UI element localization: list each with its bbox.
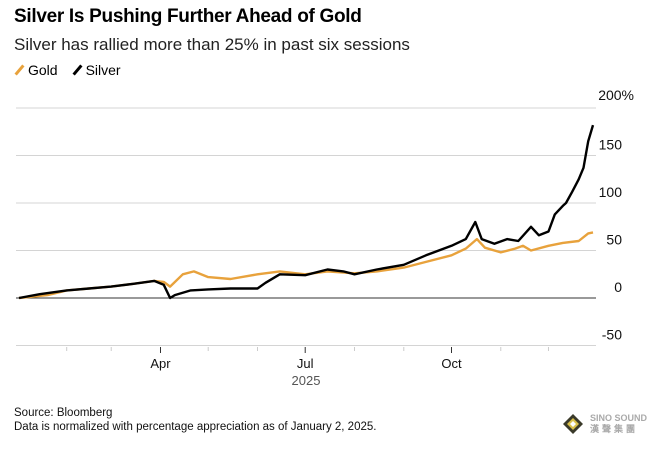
sino-sound-logo: SINO SOUND 漢聲集團 [562,413,647,435]
x-tick-label: Jul [297,356,314,371]
y-tick-label: 100 [599,184,623,200]
x-tick-label: Oct [441,356,462,371]
y-tick-label: 0 [614,279,622,295]
normalization-note: Data is normalized with percentage appre… [14,421,377,433]
y-tick-label: -50 [602,327,622,343]
y-tick-label: 50 [606,232,622,248]
legend-item-gold: Gold [14,62,58,78]
x-tick-label: Apr [150,356,171,371]
y-tick-label: 200% [598,87,634,103]
series-line-silver [18,124,595,300]
x-year-label: 2025 [292,373,321,388]
logo-diamond-icon [563,414,583,434]
legend: Gold Silver [14,62,121,78]
source-note: Source: Bloomberg [14,407,113,419]
chart-subtitle: Silver has rallied more than 25% in past… [14,35,410,54]
chart-plot: 200% 150 100 50 0 -50 Apr Jul Oct 2025 [16,87,634,388]
legend-label-silver: Silver [85,62,121,78]
chart-title: Silver Is Pushing Further Ahead of Gold [14,6,362,27]
legend-item-silver: Silver [72,62,121,78]
y-tick-label: 150 [599,137,623,153]
legend-label-gold: Gold [28,62,58,78]
